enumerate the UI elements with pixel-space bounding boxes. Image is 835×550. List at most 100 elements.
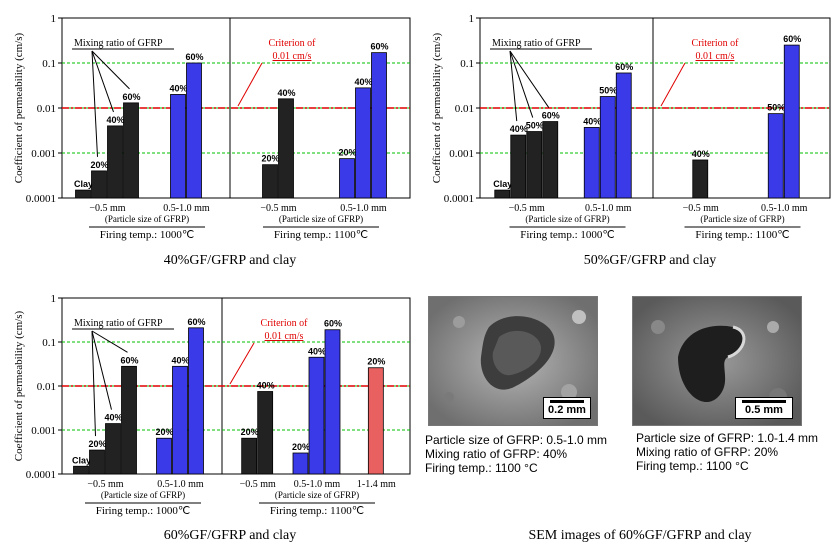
bar-blue xyxy=(615,72,632,199)
bar-black xyxy=(542,121,559,199)
bar-blue xyxy=(324,329,341,475)
bar-blue xyxy=(308,356,325,475)
group-label: −0.5 mm xyxy=(87,479,123,490)
bar-value-label: 40% xyxy=(169,83,187,93)
bar-blue xyxy=(188,327,204,475)
chart-50pct-caption: 50%GF/GFRP and clay xyxy=(583,253,717,268)
bar-black xyxy=(105,423,121,475)
y-tick-label: 0.001 xyxy=(31,148,56,160)
bar-value-label: 60% xyxy=(185,52,203,62)
group-label: 0.5-1.0 mm xyxy=(294,479,341,490)
sem-image-1 xyxy=(428,296,598,426)
bar-value-label: 60% xyxy=(542,111,560,121)
criterion-label-line2: 0.01 cm/s xyxy=(265,331,304,342)
bar-blue xyxy=(292,452,309,475)
group-label: −0.5 mm xyxy=(509,203,545,214)
bar-value-label: 40% xyxy=(104,413,122,423)
bar-value-label: 20% xyxy=(261,154,279,164)
y-tick-label: 0.0001 xyxy=(26,469,56,481)
group-label: −0.5 mm xyxy=(683,203,719,214)
bar-value-label: 40% xyxy=(308,346,326,356)
bar-value-label: 60% xyxy=(783,34,801,44)
bar-blue xyxy=(156,437,172,475)
bar-value-label: 40% xyxy=(171,355,189,365)
bar-black xyxy=(257,391,274,475)
particle-size-label: (Particle size of GFRP) xyxy=(105,214,189,224)
particle-size-label: (Particle size of GFRP) xyxy=(700,214,784,224)
criterion-label-line1: Criterion of xyxy=(692,38,740,49)
bar-red xyxy=(367,367,384,475)
criterion-arrow xyxy=(660,62,686,107)
mixing-ratio-label: Mixing ratio of GFRP xyxy=(492,38,581,49)
bar-value-label: 60% xyxy=(120,355,138,365)
mixing-arrow xyxy=(509,50,550,108)
chart-60pct-caption: 60%GF/GFRP and clay xyxy=(163,528,297,543)
bar-value-label: 60% xyxy=(187,317,205,327)
group-label: −0.5 mm xyxy=(240,479,276,490)
bar-value-label: 40% xyxy=(510,124,528,134)
y-axis-label: Coefficient of permeability (cm/s) xyxy=(13,310,25,461)
bar-black xyxy=(241,437,258,475)
sem-caption-2: Particle size of GFRP: 1.0-1.4 mm Mixing… xyxy=(636,431,819,473)
bar-value-label: 40% xyxy=(583,116,601,126)
mixing-arrow xyxy=(91,330,128,353)
bar-value-label: 60% xyxy=(615,62,633,72)
bar-value-label: 60% xyxy=(122,92,140,102)
criterion-label-line2: 0.01 cm/s xyxy=(273,51,312,62)
group-label: −0.5 mm xyxy=(89,203,125,214)
group-label: 0.5-1.0 mm xyxy=(157,479,204,490)
bar-blue xyxy=(170,94,186,199)
bar-black xyxy=(107,125,123,199)
bar-black xyxy=(526,131,543,199)
bar-black xyxy=(510,134,527,199)
y-tick-label: 0.01 xyxy=(37,381,56,393)
bar-value-label: 60% xyxy=(324,319,342,329)
particle-size-label: (Particle size of GFRP) xyxy=(279,214,363,224)
y-tick-label: 0.01 xyxy=(455,103,474,115)
criterion-arrow xyxy=(237,62,263,107)
bar-value-label: 20% xyxy=(292,442,310,452)
mixing-arrow xyxy=(91,50,98,157)
bar-blue xyxy=(339,158,355,199)
y-tick-label: 0.1 xyxy=(42,58,56,70)
mixing-arrow xyxy=(91,50,130,90)
mixing-ratio-label: Mixing ratio of GFRP xyxy=(74,318,163,329)
bar-value-label: 50% xyxy=(526,121,544,131)
bar-value-label: 20% xyxy=(241,427,259,437)
y-tick-label: 0.0001 xyxy=(444,193,474,205)
bar-black xyxy=(278,98,294,199)
mixing-arrow xyxy=(91,330,112,410)
bar-black xyxy=(123,102,139,199)
bar-value-label: 50% xyxy=(599,86,617,96)
bar-value-label: 20% xyxy=(155,427,173,437)
criterion-arrow xyxy=(229,342,255,385)
group-label: −0.5 mm xyxy=(260,203,296,214)
y-tick-label: 0.1 xyxy=(42,337,56,349)
bar-black xyxy=(262,164,278,199)
mixing-arrow xyxy=(509,50,518,122)
y-tick-label: 0.01 xyxy=(37,103,56,115)
firing-temp-label: Firing temp.: 1100℃ xyxy=(695,229,789,241)
y-axis-label: Coefficient of permeability (cm/s) xyxy=(431,32,443,183)
bar-black xyxy=(121,365,137,475)
y-axis-label: Coefficient of permeability (cm/s) xyxy=(13,32,25,183)
particle-size-label: (Particle size of GFRP) xyxy=(275,490,359,500)
bar-value-label: Clay xyxy=(74,179,93,189)
bar-blue xyxy=(355,87,371,199)
group-label: 0.5-1.0 mm xyxy=(340,203,387,214)
bar-value-label: 60% xyxy=(370,42,388,52)
bar-value-label: 20% xyxy=(88,439,106,449)
group-label: 0.5-1.0 mm xyxy=(585,203,632,214)
group-label: 0.5-1.0 mm xyxy=(163,203,210,214)
bar-blue xyxy=(172,365,188,475)
group-label: 1-1.4 mm xyxy=(357,479,396,490)
firing-temp-label: Firing temp.: 1000℃ xyxy=(100,229,195,241)
criterion-label-line1: Criterion of xyxy=(269,38,317,49)
y-tick-label: 0.001 xyxy=(31,425,56,437)
bar-value-label: 40% xyxy=(277,88,295,98)
bar-black xyxy=(91,170,107,199)
mixing-arrow xyxy=(91,50,114,113)
firing-temp-label: Firing temp.: 1100℃ xyxy=(270,505,364,517)
sem-section-title: SEM images of 60%GF/GFRP and clay xyxy=(528,528,752,543)
